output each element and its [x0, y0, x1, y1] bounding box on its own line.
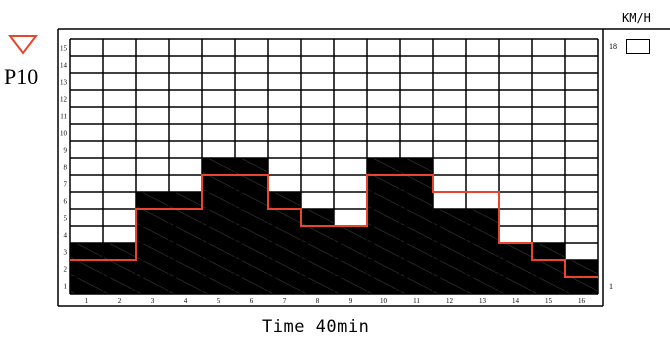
segment-tick-label: 10	[380, 297, 388, 305]
program-label: P10	[4, 64, 39, 89]
level-tick-label: 13	[60, 79, 68, 87]
speed-scale-min: 1	[609, 282, 613, 291]
down-triangle-icon	[8, 35, 38, 55]
speed-display-box	[626, 39, 650, 54]
bar-hatch	[301, 209, 334, 294]
segment-tick-label: 3	[151, 297, 155, 305]
level-tick-label: 15	[60, 45, 68, 53]
segment-tick-label: 14	[512, 297, 520, 305]
level-tick-label: 7	[64, 181, 68, 189]
segment-tick-label: 13	[479, 297, 487, 305]
level-tick-label: 5	[64, 215, 68, 223]
segment-tick-label: 8	[316, 297, 320, 305]
segment-tick-label: 2	[118, 297, 122, 305]
level-tick-label: 10	[60, 130, 68, 138]
segment-tick-label: 1	[85, 297, 89, 305]
segment-tick-label: 6	[250, 297, 254, 305]
segment-tick-label: 11	[413, 297, 420, 305]
bar-hatch	[70, 243, 103, 294]
level-tick-label: 11	[60, 113, 67, 121]
bar-hatch	[103, 243, 136, 294]
segment-ticks: 1 2 3 4 5 6 7 8 9 10 11 12 13 14 15 16	[85, 297, 586, 305]
segment-tick-label: 12	[446, 297, 454, 305]
level-tick-label: 1	[64, 283, 68, 291]
level-tick-label: 8	[64, 164, 68, 172]
segment-tick-label: 15	[545, 297, 553, 305]
profile-grid	[69, 38, 599, 295]
triangle-shape	[8, 35, 38, 55]
level-tick-label: 3	[64, 249, 68, 257]
speed-scale-max: 18	[609, 42, 617, 51]
level-tick-label: 2	[64, 266, 68, 274]
segment-tick-label: 4	[184, 297, 188, 305]
level-tick-label: 6	[64, 198, 68, 206]
target-line-path	[70, 174, 598, 278]
speed-unit-label: KM/H	[622, 11, 651, 25]
level-tick-label: 14	[60, 62, 68, 70]
level-tick-label: 9	[64, 147, 68, 155]
bar-hatch	[499, 243, 532, 294]
bar-hatch	[433, 209, 466, 294]
segment-tick-label: 7	[283, 297, 287, 305]
segment-tick-label: 5	[217, 297, 221, 305]
level-tick-label: 12	[60, 96, 68, 104]
target-line	[70, 174, 598, 278]
segment-tick-label: 16	[578, 297, 586, 305]
bar-hatch	[532, 243, 565, 294]
level-tick-label: 4	[64, 232, 68, 240]
segment-tick-label: 9	[349, 297, 353, 305]
bar-hatch	[466, 209, 499, 294]
time-label: Time 40min	[262, 317, 370, 337]
